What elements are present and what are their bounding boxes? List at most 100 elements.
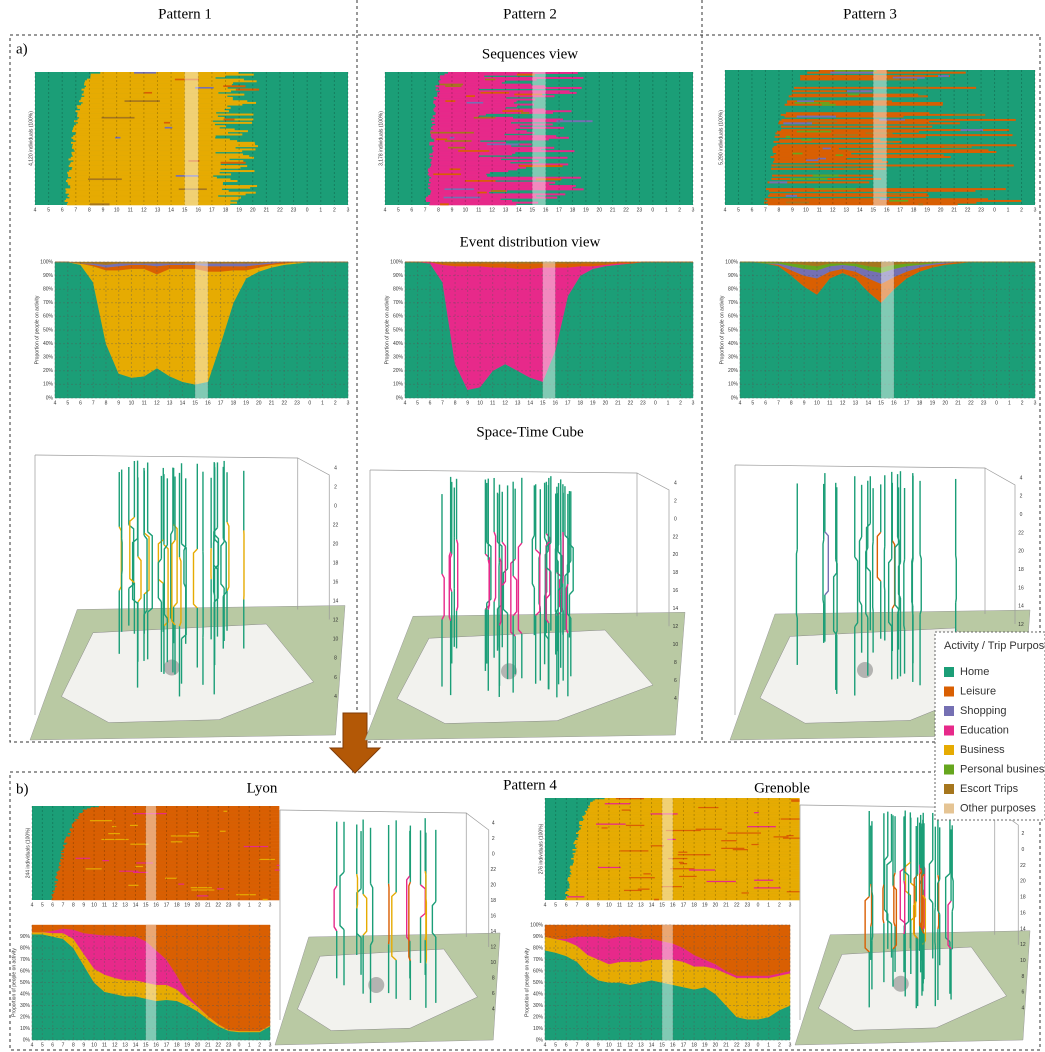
time-tick-label: 4 (334, 694, 337, 700)
y-axis-label: 4,120 individuals (100%) (28, 111, 34, 166)
sequence-row (637, 888, 650, 891)
sequence-row (429, 188, 584, 191)
sequence-row (791, 800, 800, 803)
map-region (818, 946, 1007, 1031)
sequence-row (427, 170, 509, 173)
sequence-row (653, 898, 659, 901)
sequence-row (57, 870, 280, 873)
x-tick-label: 23 (981, 400, 987, 406)
sequence-row (677, 854, 711, 856)
time-tick-label: 0 (1022, 847, 1025, 853)
x-tick-label: 6 (51, 902, 54, 908)
sequence-row (440, 75, 485, 78)
trajectory (183, 546, 187, 588)
y-tick-label: 60% (43, 314, 54, 320)
x-tick-label: 7 (441, 400, 444, 406)
x-tick-label: 8 (586, 902, 589, 908)
sequence-row (133, 871, 149, 874)
x-tick-label: 14 (649, 902, 655, 908)
sequence-row (69, 170, 255, 173)
x-tick-label: 19 (702, 1042, 708, 1048)
sequence-row (570, 865, 800, 868)
sequence-row (77, 118, 254, 121)
x-tick-label: 15 (143, 902, 149, 908)
sequence-row (741, 892, 749, 894)
x-tick-label: 7 (62, 902, 65, 908)
trajectory (192, 548, 198, 609)
time-tick-label: 8 (1022, 974, 1025, 980)
legend-label: Escort Trips (960, 783, 1019, 795)
sequence-row (76, 820, 280, 822)
x-tick-label: 3 (789, 1042, 792, 1048)
sequence-row (567, 888, 800, 891)
time-tick-label: 22 (333, 522, 339, 528)
x-tick-label: 13 (853, 400, 859, 406)
legend-swatch (944, 706, 954, 716)
sequence-row (865, 132, 893, 135)
x-tick-label: 8 (790, 400, 793, 406)
x-tick-label: 13 (155, 207, 161, 213)
trajectory (226, 521, 230, 592)
sequence-row (754, 879, 774, 882)
trajectory (893, 872, 896, 927)
cube-frame (466, 812, 490, 947)
time-tick-label: 0 (334, 503, 337, 509)
x-tick-label: 0 (757, 902, 760, 908)
trajectory (883, 855, 889, 915)
panel-label: a) (16, 41, 28, 57)
x-tick-label: 14 (516, 207, 522, 213)
sequence-row (73, 160, 244, 163)
y-tick-label: 0% (536, 1037, 544, 1043)
x-tick-label: 14 (527, 400, 533, 406)
map-region (297, 948, 478, 1031)
sequence-row (235, 88, 260, 91)
trajectory (455, 539, 459, 612)
sequence-row (661, 885, 683, 888)
trajectory (213, 527, 218, 570)
sequence-row (428, 186, 573, 189)
x-tick-label: 5 (397, 207, 400, 213)
sequence-row (65, 837, 280, 840)
sequence-row (582, 817, 800, 819)
time-tick-label: 16 (673, 588, 679, 594)
x-tick-label: 9 (466, 400, 469, 406)
charts: 0%10%20%30%40%50%60%70%80%90%100%4 5 6 7 8 9 1… (11, 70, 1037, 1048)
x-tick-label: 10 (814, 400, 820, 406)
x-tick-label: 20 (938, 207, 944, 213)
x-tick-label: 10 (129, 400, 135, 406)
x-tick-label: 15 (143, 1042, 149, 1048)
x-tick-label: 7 (576, 902, 579, 908)
x-tick-label: 8 (778, 207, 781, 213)
sequence-row (61, 861, 280, 863)
legend-swatch (944, 803, 954, 814)
sequence-row (124, 100, 160, 103)
sequence-row (880, 193, 907, 196)
x-tick-label: 1 (321, 400, 324, 406)
time-tick-label: 16 (1018, 585, 1024, 591)
sequence-row (70, 156, 254, 159)
sequence-row (78, 817, 280, 820)
sequence-row (458, 150, 490, 153)
sequence-row (568, 882, 800, 884)
sequence-row (439, 76, 584, 79)
sequence-row (432, 115, 479, 118)
sequence-row (490, 190, 507, 192)
x-tick-label: 15 (192, 400, 198, 406)
sequence-row (112, 825, 117, 828)
x-tick-label: 5 (41, 902, 44, 908)
trajectory (876, 531, 882, 582)
sequence-row (78, 815, 280, 817)
sequence-row (55, 887, 280, 889)
x-tick-label: 10 (803, 207, 809, 213)
legend-label: Business (960, 744, 1005, 756)
sequence-row (445, 100, 456, 103)
trajectory (545, 541, 550, 624)
sequence-row (82, 809, 280, 811)
time-highlight (184, 72, 199, 205)
trajectory (369, 883, 374, 946)
sequence-row (767, 203, 958, 206)
trajectory (858, 536, 863, 606)
sequence-row (67, 842, 280, 844)
sequence-row (170, 835, 200, 837)
